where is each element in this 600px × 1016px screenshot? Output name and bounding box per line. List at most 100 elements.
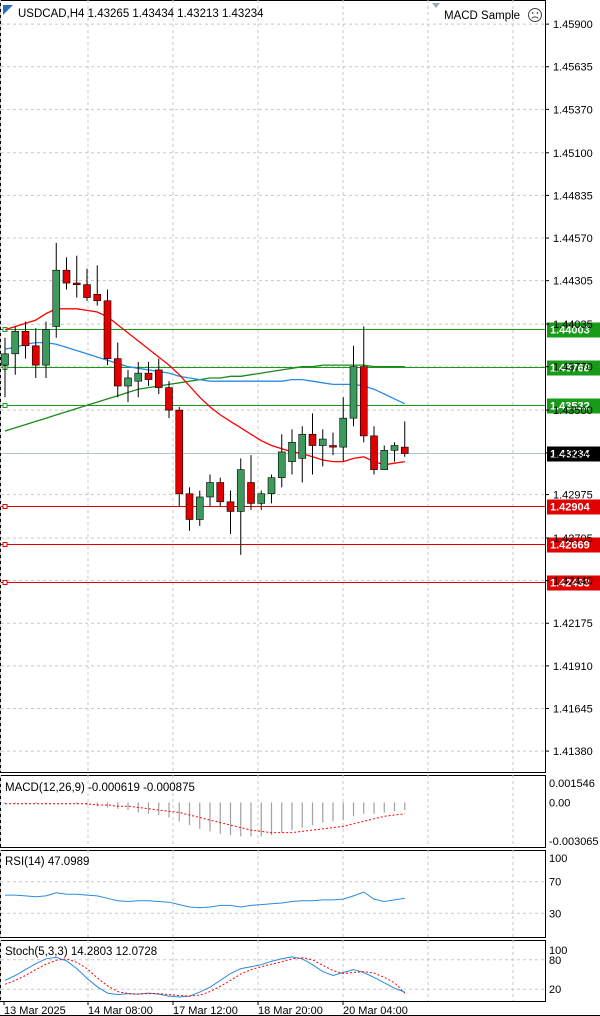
- candle: [277, 434, 286, 488]
- ma-blue-line: [4, 341, 406, 405]
- macd-tick-label: -0.003065: [549, 836, 599, 848]
- candle: [298, 426, 307, 483]
- price-levels: 1.44003 1.43768 1.43532 1.43234 1.42904 1.426…: [1, 322, 600, 591]
- time-axis: 13 Mar 2025 14 Mar 08:00 17 Mar 12:00 18 Ma…: [3, 1001, 408, 1016]
- candle: [103, 289, 112, 366]
- candle-body-bull: [318, 438, 327, 446]
- candle: [339, 397, 348, 462]
- level-marker: [2, 580, 8, 585]
- rsi-title: RSI(14) 47.0989: [5, 856, 89, 868]
- candle-body-bear: [226, 501, 235, 512]
- stoch-main-line: [4, 956, 405, 998]
- candle: [52, 242, 61, 338]
- x-tick-label: 20 Mar 04:00: [343, 1005, 408, 1016]
- y-tick-label: 1.41645: [553, 703, 593, 715]
- rsi-pane: [1, 881, 545, 914]
- candle-body-bear: [175, 409, 184, 495]
- candle: [165, 381, 173, 419]
- price-tag-buy: 1.43768: [550, 363, 590, 375]
- x-tick-label: 17 Mar 12:00: [173, 1005, 238, 1016]
- macd-tick-label: 0.001546: [549, 778, 595, 790]
- x-tick-label: 14 Mar 08:00: [88, 1005, 153, 1016]
- level-marker: [2, 403, 8, 408]
- rsi-tick-label: 100: [549, 853, 567, 865]
- candle: [62, 257, 71, 290]
- candle: [236, 458, 245, 555]
- smiley-icon[interactable]: [528, 8, 542, 22]
- candle-body-bull: [206, 482, 214, 498]
- candle-body-bull: [380, 450, 389, 470]
- expert-advisor-name: MACD Sample: [444, 10, 520, 22]
- price-tag-bid: 1.43234: [550, 449, 591, 461]
- candle-body-bull: [267, 477, 276, 495]
- candle-body-bear: [400, 446, 409, 454]
- candle-body-bear: [370, 435, 378, 470]
- candle: [144, 361, 153, 386]
- price-tag-buy: 1.43532: [550, 401, 590, 413]
- candle-body-bull: [236, 469, 245, 512]
- candle: [185, 487, 194, 531]
- y-tick-label: 1.45370: [553, 104, 593, 116]
- y-tick-label: 1.42440: [553, 576, 593, 588]
- candle-body-bull: [1, 353, 9, 366]
- stoch-tick-label: 20: [549, 984, 561, 996]
- candle: [124, 369, 132, 403]
- price-tag-box: [547, 575, 600, 591]
- y-tick-label: 1.44305: [553, 276, 593, 288]
- chart-menu-icon[interactable]: [3, 5, 13, 15]
- y-tick-label: 1.42175: [553, 618, 593, 630]
- candle: [370, 426, 378, 475]
- candle: [175, 406, 184, 507]
- y-tick-label: 1.45635: [553, 62, 593, 74]
- candles: [1, 242, 409, 555]
- candle-body-bear: [31, 345, 40, 366]
- x-tick-label: 18 Mar 20:00: [258, 1005, 323, 1016]
- candle: [267, 474, 276, 504]
- y-tick-label: 1.41380: [553, 746, 593, 758]
- candle-body-bear: [83, 284, 91, 298]
- candle: [1, 337, 9, 398]
- ma-red-line: [4, 308, 405, 466]
- y-tick-label: 1.45900: [553, 19, 593, 31]
- candle-body-bear: [359, 366, 368, 437]
- price-tag-box: [547, 398, 600, 414]
- price-tag-sell: 1.42669: [550, 540, 590, 552]
- macd-pane: [4, 802, 406, 837]
- macd-signal-line: [5, 803, 405, 834]
- stoch-title: Stoch(5,3,3) 14.2803 12.0728: [5, 946, 157, 958]
- candle-body-bull: [257, 493, 266, 504]
- candle: [288, 429, 296, 475]
- candle-body-bull: [390, 445, 399, 451]
- y-tick-label: 1.41910: [553, 661, 593, 673]
- y-tick-label: 1.43770: [553, 362, 593, 374]
- one-click-trading-icon[interactable]: [432, 3, 440, 8]
- candle: [308, 413, 317, 475]
- candle: [257, 490, 266, 510]
- rsi-line: [5, 891, 405, 909]
- candle-body-bear: [165, 387, 173, 411]
- rsi-tick-label: 30: [549, 908, 561, 920]
- y-tick-label: 1.45100: [553, 148, 593, 160]
- candle-body-bull: [124, 377, 132, 387]
- candle-body-bear: [154, 369, 163, 388]
- ma-green-line: [4, 364, 405, 432]
- y-tick-label: 1.43500: [553, 405, 593, 417]
- candle: [206, 474, 214, 507]
- symbol-title: USDCAD,H4 1.43265 1.43434 1.43213 1.4323…: [18, 8, 264, 20]
- y-tick-label: 1.44570: [553, 233, 593, 245]
- moving-averages: [4, 308, 406, 466]
- candle: [134, 361, 143, 398]
- y-tick-label: 1.44835: [553, 190, 593, 202]
- price-tag-box: [547, 360, 600, 376]
- stoch-tick-label: 80: [549, 955, 561, 967]
- price-axis: 1.45900 1.45635 1.45370 1.45100 1.44835 1.445…: [545, 19, 599, 996]
- candle-body-bull: [52, 269, 61, 327]
- stoch-tick-label: 100: [549, 945, 567, 957]
- level-marker: [2, 542, 8, 547]
- candle-body-bear: [103, 300, 112, 359]
- candle: [83, 268, 91, 301]
- y-tick-label: 1.42975: [553, 490, 593, 502]
- candle: [11, 326, 20, 375]
- candle-body-bull: [42, 329, 50, 366]
